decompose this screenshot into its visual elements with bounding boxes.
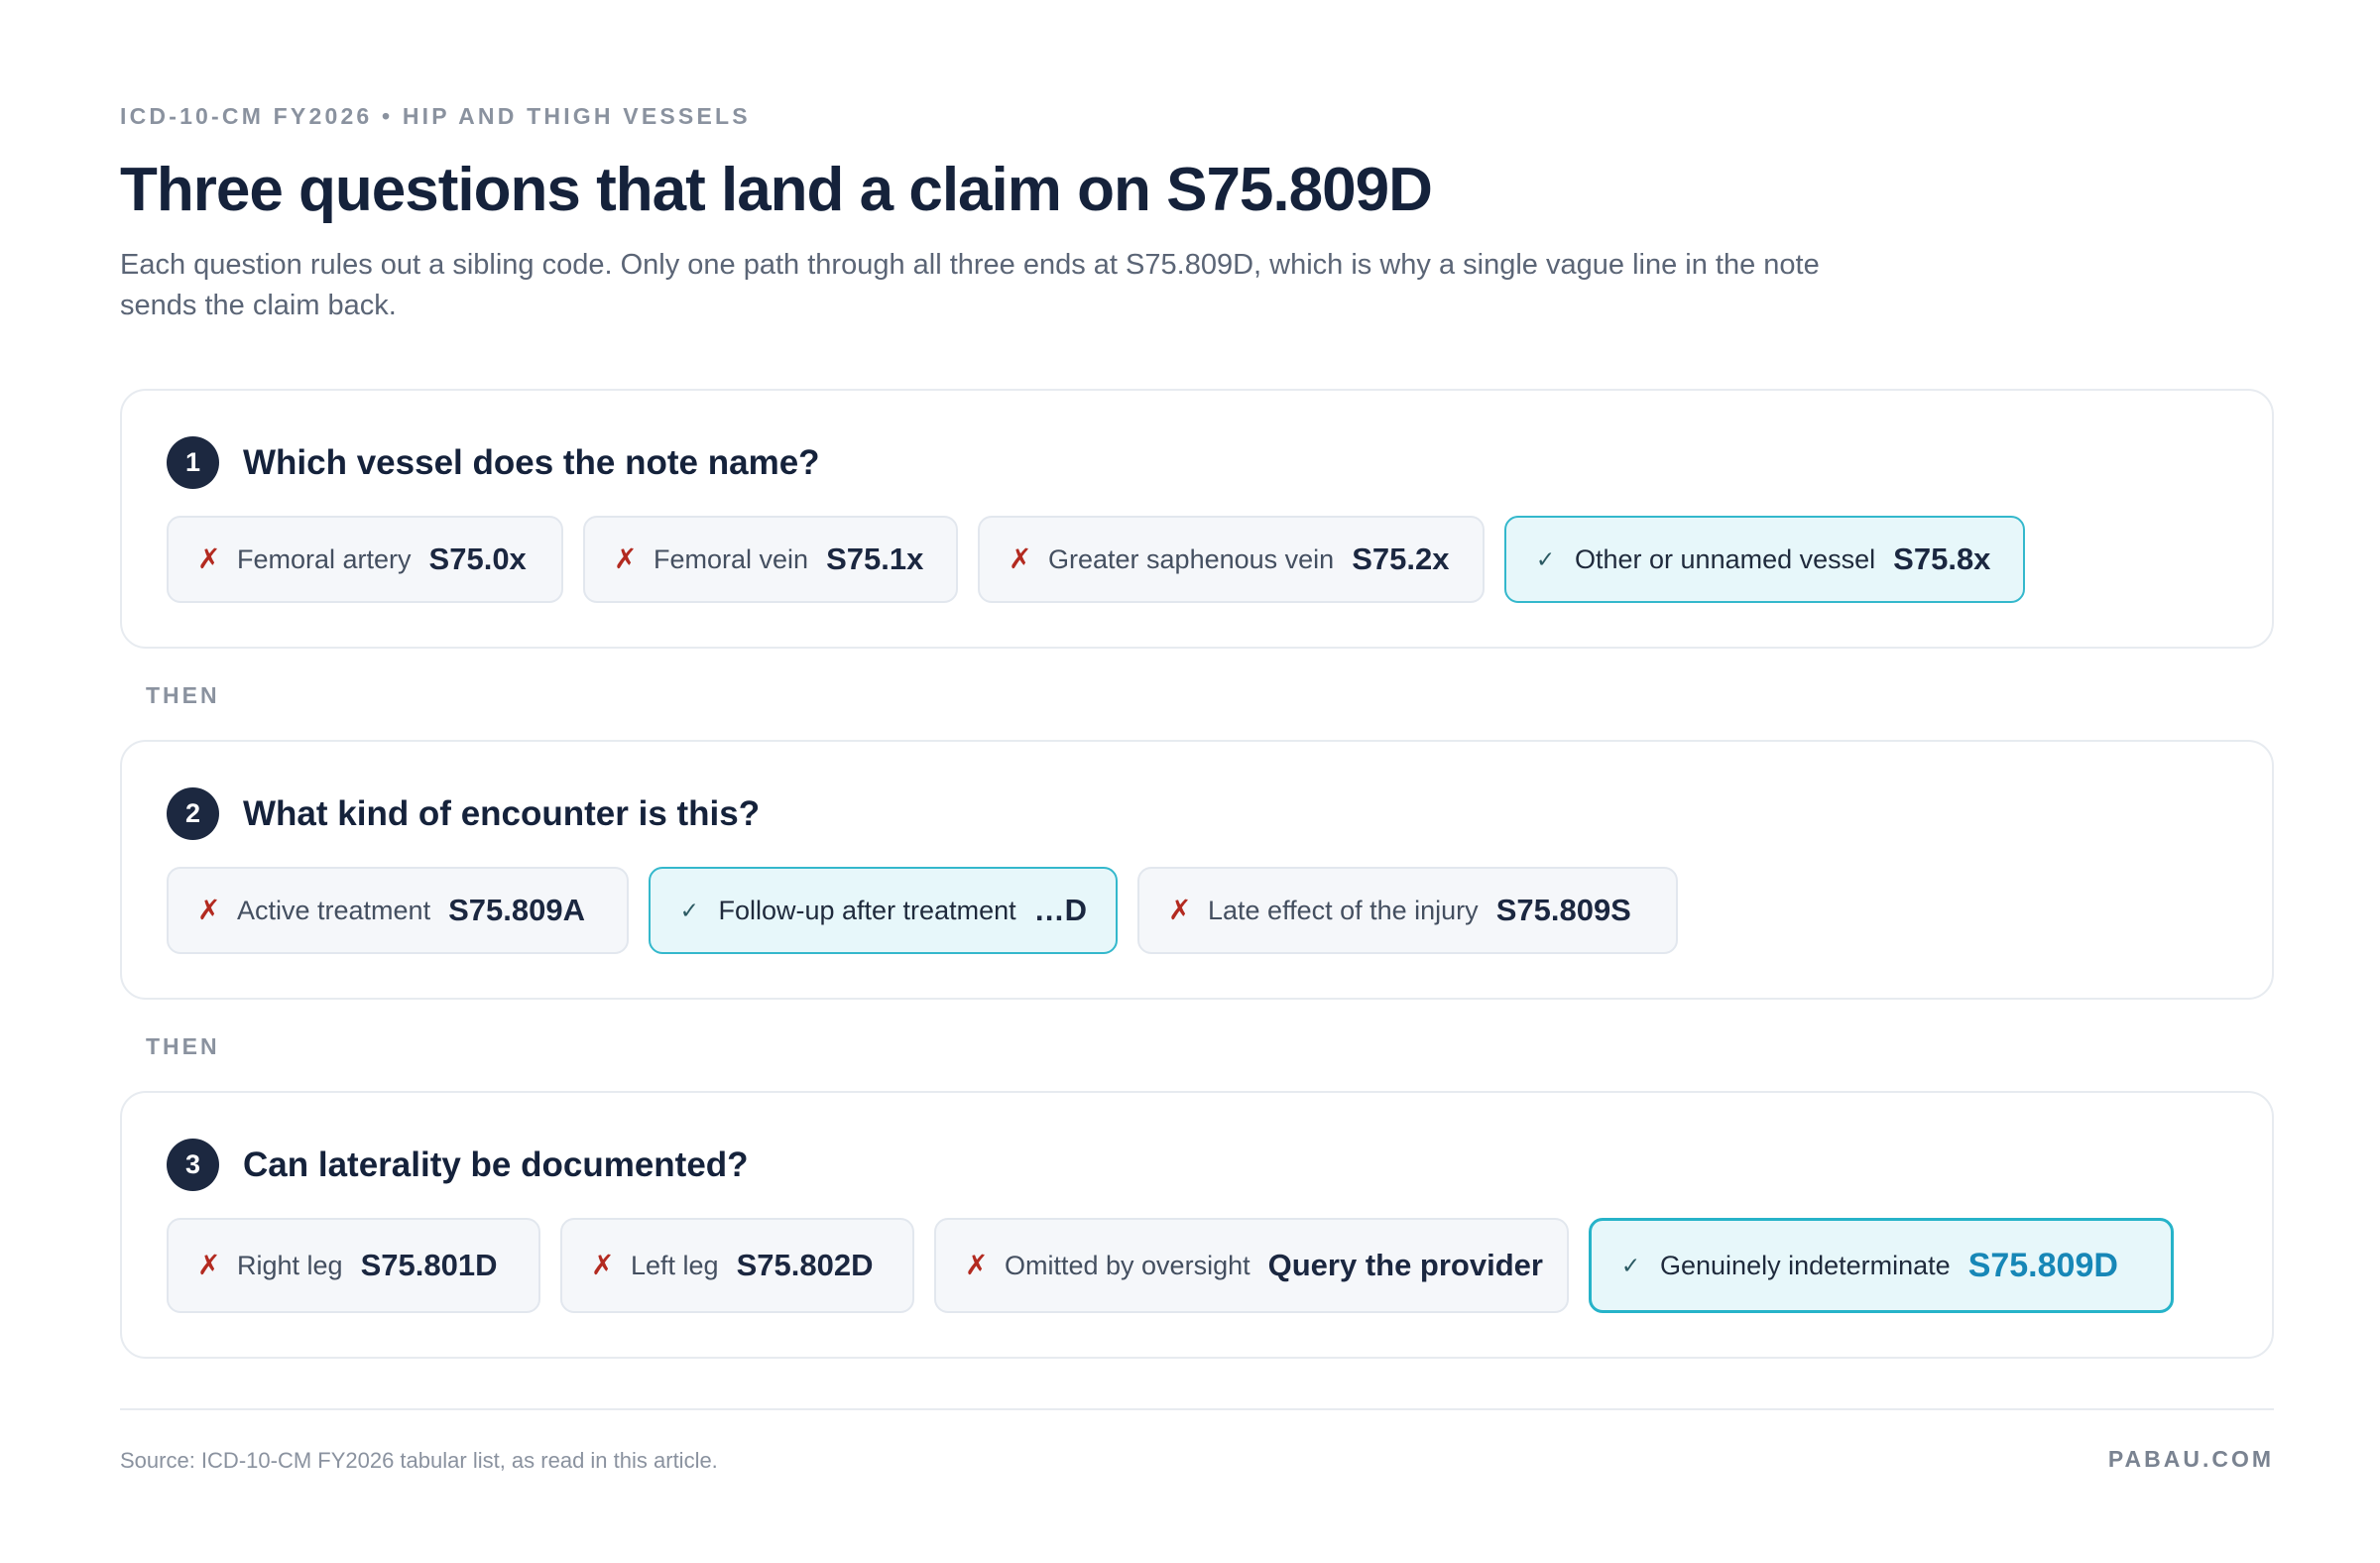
option-follow-up: ✓ Follow-up after treatment …D [649,867,1118,954]
eyebrow-label: ICD-10-CM FY2026 • HIP AND THIGH VESSELS [120,103,751,129]
check-icon: ✓ [1535,545,1556,572]
option-femoral-vein: ✗ Femoral vein S75.1x [583,516,958,603]
check-icon: ✓ [1620,1252,1641,1278]
option-genuinely-indeterminate: ✓ Genuinely indeterminate S75.809D [1589,1218,2174,1313]
option-list: ✗ Right leg S75.801D ✗ Left leg S75.802D… [167,1218,2174,1313]
option-label: Left leg [631,1250,719,1280]
reject-x-icon: ✗ [614,543,638,574]
step-question: Can laterality be documented? [243,1144,749,1184]
reject-x-icon: ✗ [965,1250,989,1280]
option-label: Greater saphenous vein [1048,543,1335,574]
option-code: Query the provider [1267,1248,1543,1282]
option-active-treatment: ✗ Active treatment S75.809A [167,867,629,954]
option-label: Right leg [237,1250,343,1280]
option-late-effect: ✗ Late effect of the injury S75.809S [1137,867,1678,954]
source-note: Source: ICD-10-CM FY2026 tabular list, a… [120,1448,718,1473]
page-title: Three questions that land a claim on S75… [120,156,1433,224]
reject-x-icon: ✗ [197,895,221,925]
reject-x-icon: ✗ [591,1250,615,1280]
then-connector-2: THEN [146,1033,220,1059]
option-label: Follow-up after treatment [718,895,1016,925]
option-label: Active treatment [237,895,431,925]
option-right-leg: ✗ Right leg S75.801D [167,1218,540,1313]
final-code: S75.809D [1967,1246,2118,1284]
option-code: S75.2x [1352,541,1450,576]
step-question: What kind of encounter is this? [243,793,761,833]
reject-x-icon: ✗ [197,1250,221,1280]
option-other-unnamed-vessel: ✓ Other or unnamed vessel S75.8x [1504,516,2025,603]
reject-x-icon: ✗ [1168,895,1192,925]
check-icon: ✓ [679,897,699,923]
step-number-badge: 2 [167,787,219,840]
step-card-1: 1 Which vessel does the note name? ✗ Fem… [120,389,2274,649]
option-code: S75.0x [428,541,527,576]
option-label: Late effect of the injury [1208,895,1479,925]
reject-x-icon: ✗ [197,543,221,574]
option-code: S75.8x [1893,541,1991,576]
option-label: Omitted by oversight [1005,1250,1250,1280]
step-header-3: 3 Can laterality be documented? [167,1139,749,1191]
option-label: Femoral vein [654,543,809,574]
step-header-1: 1 Which vessel does the note name? [167,436,820,489]
option-label: Femoral artery [237,543,412,574]
reject-x-icon: ✗ [1009,543,1032,574]
step-number-badge: 1 [167,436,219,489]
then-connector-1: THEN [146,682,220,708]
option-code: …D [1033,893,1087,927]
step-header-2: 2 What kind of encounter is this? [167,787,760,840]
option-code: S75.809S [1495,893,1631,927]
option-femoral-artery: ✗ Femoral artery S75.0x [167,516,563,603]
option-label: Other or unnamed vessel [1575,543,1876,574]
option-label: Genuinely indeterminate [1660,1250,1951,1280]
footer-divider [120,1408,2274,1410]
brand-label: PABAU.COM [2107,1446,2274,1472]
option-code: S75.1x [826,541,924,576]
option-code: S75.801D [360,1248,498,1282]
option-code: S75.809A [448,893,585,927]
option-left-leg: ✗ Left leg S75.802D [560,1218,914,1313]
option-code: S75.802D [736,1248,874,1282]
step-card-2: 2 What kind of encounter is this? ✗ Acti… [120,740,2274,1000]
step-number-badge: 3 [167,1139,219,1191]
page-subtitle: Each question rules out a sibling code. … [120,249,1820,321]
step-card-3: 3 Can laterality be documented? ✗ Right … [120,1091,2274,1359]
step-question: Which vessel does the note name? [243,442,820,482]
option-list: ✗ Femoral artery S75.0x ✗ Femoral vein S… [167,516,2025,603]
option-greater-saphenous-vein: ✗ Greater saphenous vein S75.2x [978,516,1485,603]
option-omitted-by-oversight: ✗ Omitted by oversight Query the provide… [934,1218,1569,1313]
option-list: ✗ Active treatment S75.809A ✓ Follow-up … [167,867,1678,954]
